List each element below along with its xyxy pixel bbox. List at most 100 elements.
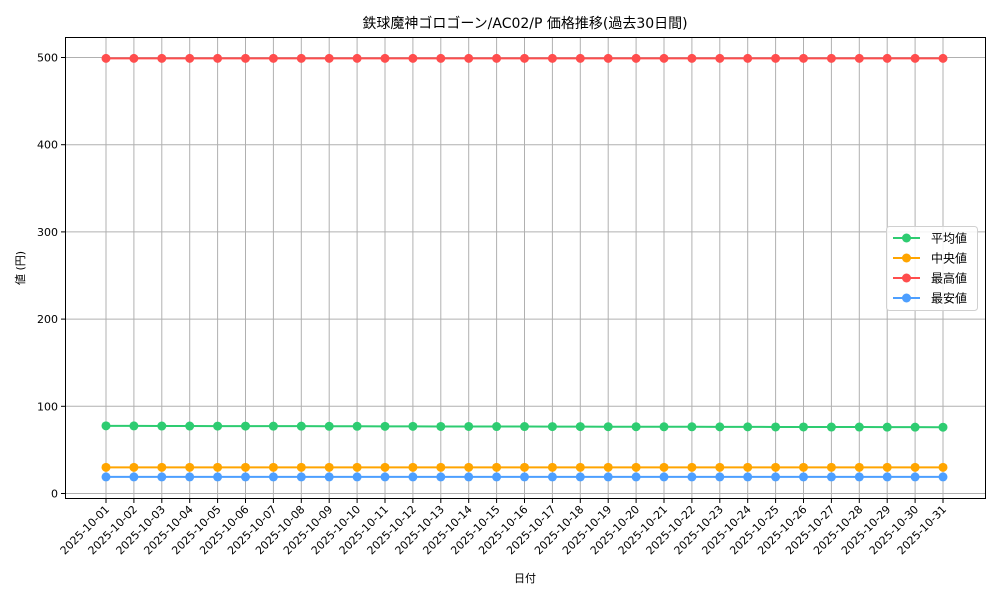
data-point: [715, 462, 725, 472]
data-point: [910, 53, 920, 63]
data-point: [492, 53, 502, 63]
data-point: [157, 53, 167, 63]
legend-label: 平均値: [931, 231, 967, 246]
data-point: [296, 472, 306, 482]
data-point: [324, 472, 334, 482]
data-point: [854, 422, 864, 432]
plot-frame: [65, 37, 986, 499]
y-tick-label: 300: [37, 226, 58, 239]
data-point: [547, 422, 557, 432]
data-point: [408, 462, 418, 472]
data-point: [910, 472, 920, 482]
data-point: [241, 472, 250, 482]
data-point: [659, 472, 669, 482]
data-point: [101, 53, 111, 63]
data-point: [603, 422, 613, 432]
data-point: [631, 422, 641, 432]
data-point: [464, 53, 474, 63]
data-point: [213, 421, 223, 431]
data-point: [157, 462, 167, 472]
data-point: [352, 421, 362, 431]
data-point: [492, 472, 502, 482]
data-point: [324, 462, 334, 472]
series-lines: [101, 53, 948, 482]
data-point: [938, 462, 948, 472]
y-axis-label: 値 (円): [14, 251, 27, 285]
data-point: [380, 53, 390, 63]
data-point: [352, 472, 362, 482]
data-point: [185, 472, 195, 482]
data-point: [603, 472, 613, 482]
data-point: [743, 53, 753, 63]
data-point: [129, 53, 139, 63]
x-axis-ticks: 2025-10-012025-10-022025-10-032025-10-04…: [58, 498, 949, 557]
data-point: [101, 421, 111, 431]
data-point: [324, 53, 334, 63]
data-point: [938, 472, 948, 482]
data-point: [687, 472, 697, 482]
data-point: [241, 53, 250, 63]
data-point: [547, 472, 557, 482]
data-point: [575, 472, 585, 482]
legend-marker-icon: [902, 273, 911, 283]
data-point: [296, 462, 306, 472]
data-point: [882, 462, 892, 472]
data-point: [854, 53, 864, 63]
data-point: [520, 472, 529, 482]
data-point: [268, 53, 278, 63]
data-point: [492, 462, 502, 472]
series-1: [101, 462, 948, 472]
data-point: [185, 53, 195, 63]
legend-label: 中央値: [931, 251, 967, 266]
data-point: [268, 462, 278, 472]
data-point: [464, 421, 474, 431]
data-point: [631, 462, 641, 472]
data-point: [268, 472, 278, 482]
data-point: [213, 53, 223, 63]
data-point: [296, 53, 306, 63]
data-point: [631, 472, 641, 482]
data-point: [743, 422, 753, 432]
data-point: [826, 53, 836, 63]
data-point: [547, 462, 557, 472]
data-point: [882, 472, 892, 482]
data-point: [687, 422, 697, 432]
y-tick-label: 200: [37, 313, 58, 326]
data-point: [380, 472, 390, 482]
data-point: [799, 422, 808, 432]
x-axis-label: 日付: [514, 572, 536, 585]
data-point: [575, 422, 585, 432]
data-point: [436, 462, 446, 472]
data-point: [687, 53, 697, 63]
y-tick-label: 500: [37, 52, 58, 65]
data-point: [687, 462, 697, 472]
data-point: [241, 462, 250, 472]
y-tick-label: 400: [37, 139, 58, 152]
data-point: [268, 421, 278, 431]
data-point: [324, 421, 334, 431]
legend-label: 最安値: [931, 291, 967, 306]
data-point: [882, 53, 892, 63]
data-point: [547, 53, 557, 63]
data-point: [436, 472, 446, 482]
data-point: [101, 472, 111, 482]
series-2: [101, 53, 948, 63]
data-point: [185, 462, 195, 472]
y-axis-ticks: 0 100 200 300 400 500: [37, 52, 66, 501]
data-point: [213, 472, 223, 482]
data-point: [826, 422, 836, 432]
data-point: [659, 462, 669, 472]
data-point: [575, 462, 585, 472]
data-point: [408, 472, 418, 482]
data-point: [826, 472, 836, 482]
chart-title: 鉄球魔神ゴロゴーン/AC02/P 価格推移(過去30日間): [362, 15, 687, 32]
data-point: [520, 53, 529, 63]
legend-marker-icon: [902, 253, 911, 263]
data-point: [799, 472, 808, 482]
data-point: [771, 462, 781, 472]
data-point: [157, 472, 167, 482]
data-point: [715, 472, 725, 482]
data-point: [464, 462, 474, 472]
data-point: [575, 53, 585, 63]
